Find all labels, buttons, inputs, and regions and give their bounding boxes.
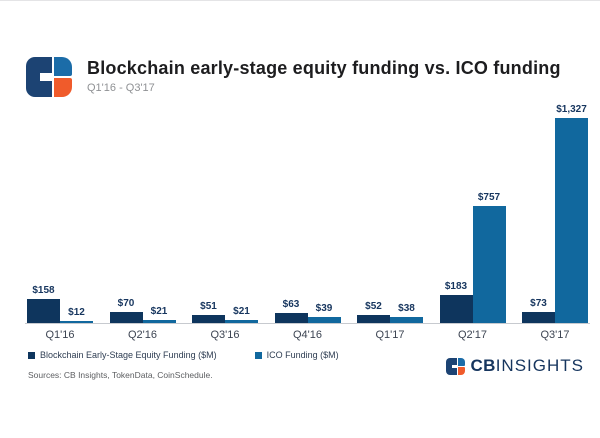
x-axis-label: Q1'16 xyxy=(45,329,75,341)
sources-note: Sources: CB Insights, TokenData, CoinSch… xyxy=(28,370,213,380)
legend-item-equity: Blockchain Early-Stage Equity Funding ($… xyxy=(28,350,217,360)
equity-bar-column: $70 xyxy=(109,298,143,323)
cbinsights-logo-small-icon xyxy=(445,357,465,375)
equity-bar xyxy=(192,315,225,323)
x-axis-label: Q3'17 xyxy=(540,329,570,341)
bar-value-label: $39 xyxy=(315,303,333,314)
bar-value-label: $73 xyxy=(530,298,547,309)
x-axis-label: Q1'17 xyxy=(375,329,405,341)
equity-bar xyxy=(274,313,308,323)
logo-bottom-right-shape xyxy=(54,78,72,97)
x-axis-label: Q4'16 xyxy=(292,329,322,341)
ico-bar-column: $39 xyxy=(307,303,341,323)
bar-value-label: $70 xyxy=(117,298,135,309)
bar-group-q317: $73 $1,327 xyxy=(520,104,590,323)
cbinsights-logo-icon xyxy=(26,57,72,97)
ico-bar xyxy=(60,321,93,323)
legend-item-ico: ICO Funding ($M) xyxy=(254,350,339,360)
x-axis-label: Q2'16 xyxy=(127,329,157,341)
logo-left-shape xyxy=(445,357,457,375)
bar-value-label: $183 xyxy=(444,281,468,292)
bar-value-label: $21 xyxy=(150,306,168,317)
bar-group-q416: $63 $39 xyxy=(273,299,343,323)
equity-bar xyxy=(109,312,143,323)
x-axis-label: Q2'17 xyxy=(457,329,487,341)
ico-bar-column: $12 xyxy=(60,307,93,323)
bar-value-label: $12 xyxy=(68,307,85,318)
bar-value-label: $63 xyxy=(282,299,300,310)
equity-bar-column: $158 xyxy=(27,285,60,323)
ico-bar-column: $1,327 xyxy=(555,104,588,323)
header: Blockchain early-stage equity funding vs… xyxy=(26,57,561,97)
chart-title: Blockchain early-stage equity funding vs… xyxy=(87,58,561,78)
bar-value-label: $52 xyxy=(365,301,382,312)
bar-group-q316: $51 $21 xyxy=(190,301,260,323)
logo-top-right-shape xyxy=(54,57,72,76)
legend-label: Blockchain Early-Stage Equity Funding ($… xyxy=(40,350,217,360)
wordmark-insights: INSIGHTS xyxy=(495,356,584,375)
brand-wordmark: CBINSIGHTS xyxy=(471,356,584,376)
ico-bar xyxy=(225,320,258,323)
x-axis-labels: Q1'16 Q2'16 Q3'16 Q4'16 Q1'17 Q2'17 Q3'17 xyxy=(25,329,590,341)
equity-bar xyxy=(27,299,60,323)
title-block: Blockchain early-stage equity funding vs… xyxy=(87,57,561,94)
legend-swatch-icon xyxy=(28,351,35,359)
ico-bar-column: $21 xyxy=(142,306,176,323)
bar-group-q217: $183 $757 xyxy=(438,192,508,323)
ico-bar xyxy=(555,118,588,323)
plot-area: $158 $12 $70 $21 $51 $21 $63 $39 $52 $38 $183 $757 $… xyxy=(25,98,590,324)
bar-value-label: $38 xyxy=(398,303,415,314)
ico-bar xyxy=(390,317,423,323)
bar-value-label: $21 xyxy=(233,306,250,317)
legend-swatch-icon xyxy=(254,351,262,359)
bar-value-label: $757 xyxy=(477,192,501,203)
x-axis-label: Q3'16 xyxy=(210,329,240,341)
bar-value-label: $1,327 xyxy=(556,104,587,115)
equity-bar-column: $73 xyxy=(522,298,555,323)
wordmark-cb: CB xyxy=(470,356,496,375)
equity-bar xyxy=(357,315,390,323)
equity-bar-column: $52 xyxy=(357,301,390,323)
brand-footer: CBINSIGHTS xyxy=(445,356,584,376)
ico-bar xyxy=(307,317,341,323)
equity-bar-column: $63 xyxy=(274,299,308,323)
equity-bar-column: $183 xyxy=(439,281,473,323)
bar-group-q216: $70 $21 xyxy=(108,298,178,323)
logo-top-right-shape xyxy=(457,357,465,366)
bar-group-q116: $158 $12 xyxy=(25,285,95,323)
legend: Blockchain Early-Stage Equity Funding ($… xyxy=(28,350,339,360)
ico-bar xyxy=(142,320,176,323)
ico-bar xyxy=(472,206,506,323)
ico-bar-column: $757 xyxy=(472,192,506,323)
legend-label: ICO Funding ($M) xyxy=(266,350,339,360)
chart-subtitle: Q1'16 - Q3'17 xyxy=(87,81,155,94)
bar-group-q117: $52 $38 xyxy=(355,301,425,323)
bar-value-label: $158 xyxy=(32,285,55,296)
logo-notch xyxy=(451,364,457,368)
logo-notch xyxy=(40,73,52,81)
equity-bar xyxy=(439,295,473,323)
equity-bar-column: $51 xyxy=(192,301,225,323)
bar-value-label: $51 xyxy=(200,301,217,312)
logo-bottom-right-shape xyxy=(457,366,465,375)
ico-bar-column: $21 xyxy=(225,306,258,323)
equity-bar xyxy=(522,312,555,323)
ico-bar-column: $38 xyxy=(390,303,423,323)
